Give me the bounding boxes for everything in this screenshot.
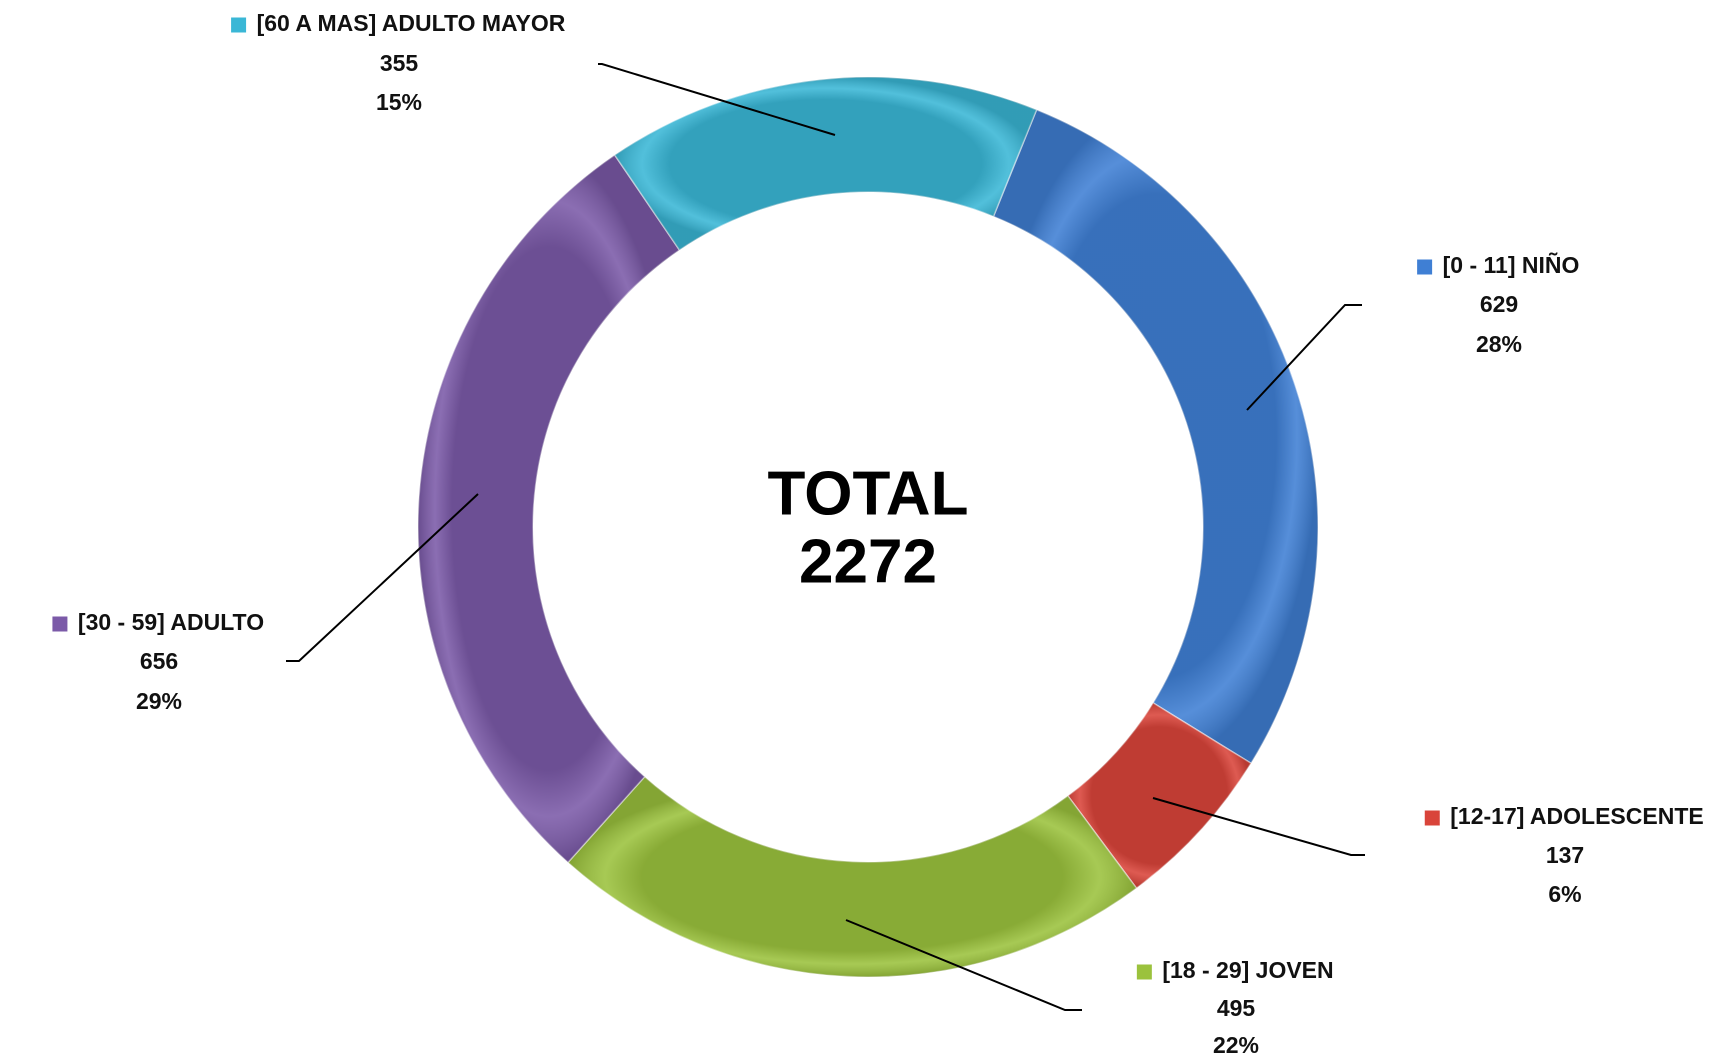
- legend-marker: [1135, 963, 1153, 981]
- leader-line: [845, 919, 1082, 1011]
- leader-line: [598, 63, 836, 136]
- segment-shade: [993, 109, 1319, 764]
- data-label-value: 495: [1217, 995, 1256, 1021]
- center-total: 2272: [799, 527, 937, 596]
- data-label-category: [12-17] ADOLESCENTE: [1450, 803, 1703, 829]
- legend-marker: [51, 615, 69, 633]
- data-label-value: 629: [1480, 291, 1518, 317]
- center-label: TOTAL: [768, 459, 969, 528]
- legend-marker: [230, 16, 248, 34]
- segment-shade: [1067, 702, 1252, 889]
- data-label-percent: 6%: [1548, 881, 1581, 907]
- segment-shade: [417, 155, 680, 863]
- data-label-value: 355: [380, 50, 419, 76]
- leader-line: [286, 493, 479, 662]
- leader-line: [1246, 304, 1362, 411]
- data-label-category: [0 - 11] NIÑO: [1443, 251, 1580, 278]
- segment-shade: [614, 76, 1037, 251]
- data-label-percent: 29%: [136, 688, 182, 714]
- data-label-percent: 22%: [1213, 1032, 1259, 1058]
- data-label-category: [30 - 59] ADULTO: [78, 609, 264, 635]
- data-label-value: 656: [140, 648, 178, 674]
- data-label-value: 137: [1546, 842, 1584, 868]
- legend-marker: [1416, 258, 1434, 276]
- data-label-percent: 28%: [1476, 331, 1522, 357]
- data-label-category: [18 - 29] JOVEN: [1162, 957, 1333, 983]
- legend-marker: [1423, 809, 1441, 827]
- leader-line: [1152, 797, 1365, 856]
- segment-shade: [568, 776, 1137, 977]
- data-label-category: [60 A MAS] ADULTO MAYOR: [257, 10, 566, 36]
- data-label-percent: 15%: [376, 89, 422, 115]
